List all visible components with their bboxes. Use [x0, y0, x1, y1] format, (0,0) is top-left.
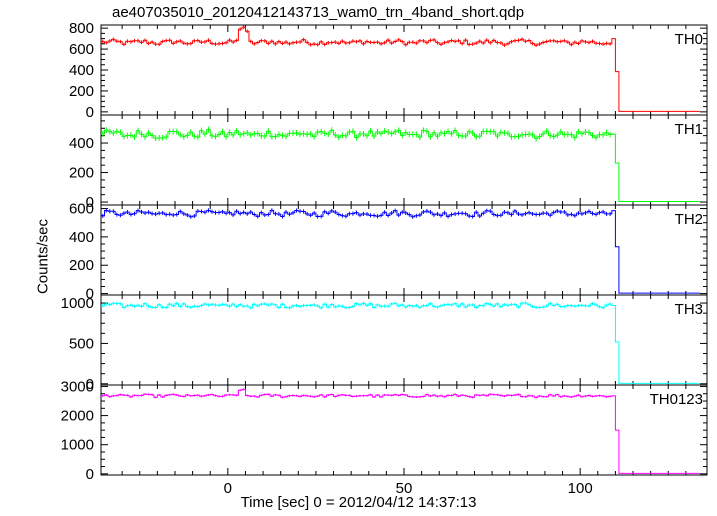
panel-frame-th3: [100, 294, 708, 386]
x-tick-label: 100: [568, 480, 593, 497]
y-tick-label: 1000: [61, 437, 94, 454]
y-tick-label: 2000: [61, 408, 94, 425]
series-line-th1: [101, 129, 700, 202]
x-tick-label: 0: [224, 480, 232, 497]
panel-frame-th0: [100, 24, 708, 116]
series-line-th0: [101, 26, 700, 112]
y-tick-label: 600: [69, 201, 94, 218]
y-tick-label: 0: [86, 104, 94, 121]
y-tick-label: 0: [86, 194, 94, 211]
series-line-th3: [101, 302, 700, 384]
y-tick-label: 200: [69, 257, 94, 274]
y-tick-label: 1000: [61, 295, 94, 312]
y-tick-label: 600: [69, 41, 94, 58]
panel-label-th1: TH1: [675, 121, 703, 138]
panel-frame-th2: [100, 204, 708, 296]
y-tick-label: 0: [86, 466, 94, 483]
chart-title: ae407035010_20120412143713_wam0_trn_4ban…: [112, 4, 525, 21]
x-tick-label: 50: [396, 480, 413, 497]
panel-label-th0123: TH0123: [650, 391, 703, 408]
series-line-th0123: [101, 388, 700, 474]
panel-label-th0: TH0: [675, 31, 703, 48]
x-axis-label: Time [sec] 0 = 2012/04/12 14:37:13: [240, 494, 477, 511]
y-tick-label: 400: [69, 62, 94, 79]
y-tick-label: 400: [69, 229, 94, 246]
series-line-th2: [101, 209, 700, 294]
y-tick-label: 500: [69, 335, 94, 352]
panel-label-th3: TH3: [675, 301, 703, 318]
y-tick-label: 200: [69, 165, 94, 182]
y-tick-label: 0: [86, 376, 94, 393]
y-tick-label: 3000: [61, 378, 94, 395]
y-tick-label: 200: [69, 83, 94, 100]
y-tick-label: 400: [69, 135, 94, 152]
panel-frame-th1: [100, 114, 708, 206]
y-tick-label: 0: [86, 286, 94, 303]
y-tick-label: 800: [69, 20, 94, 37]
panel-label-th2: TH2: [675, 211, 703, 228]
